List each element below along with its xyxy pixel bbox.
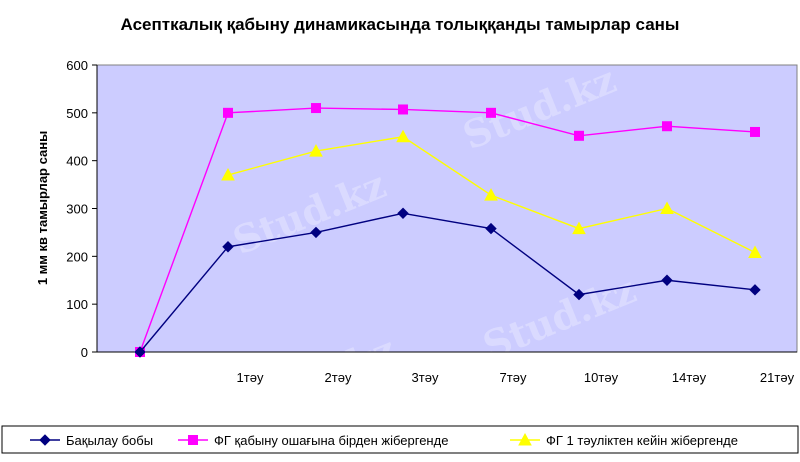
y-tick-label: 400	[66, 154, 88, 169]
data-point	[39, 434, 51, 446]
data-point	[398, 104, 408, 115]
data-point	[134, 346, 146, 358]
data-point	[572, 221, 586, 235]
series	[134, 207, 761, 358]
legend-label: ФГ қабыну ошағына бірден жібергенде	[214, 433, 448, 448]
data-point	[310, 226, 322, 239]
legend-label: Бақылау бобы	[66, 433, 153, 448]
data-point	[309, 144, 323, 157]
x-tick-label: 2тәу	[325, 370, 352, 385]
data-point	[486, 107, 496, 118]
x-tick-label: 3тәу	[412, 370, 439, 385]
data-point	[311, 103, 321, 114]
data-point	[485, 222, 497, 235]
data-point	[396, 129, 410, 143]
series	[221, 129, 762, 259]
data-point	[223, 107, 233, 118]
series-line	[139, 107, 756, 353]
x-tick-label: 7тәу	[500, 370, 527, 385]
x-axis: 1тәу 2тәу 3тәу 7тәу 10тәу 14тәу 21тәу	[97, 351, 797, 385]
y-tick-label: 200	[66, 249, 88, 264]
series-line	[139, 212, 756, 353]
y-axis-label: 1 мм кв тамырлар саны	[35, 131, 50, 285]
data-point	[573, 288, 585, 301]
series-layer	[134, 103, 762, 358]
x-tick-label: 21тәу	[760, 370, 795, 385]
y-tick-label: 0	[81, 345, 88, 360]
data-point	[660, 201, 674, 214]
y-tick-label: 600	[66, 58, 88, 73]
data-point	[574, 130, 584, 141]
data-point	[188, 435, 198, 445]
plot-area	[96, 64, 798, 353]
data-point	[748, 245, 762, 259]
y-tick-label: 100	[66, 297, 88, 312]
data-point	[221, 167, 235, 181]
data-point	[661, 274, 673, 286]
y-tick-label: 300	[66, 202, 88, 217]
data-point	[484, 188, 498, 201]
data-point	[750, 126, 760, 137]
legend: Бақылау бобы ФГ қабыну ошағына бірден жіб…	[30, 432, 738, 448]
data-point	[662, 121, 672, 132]
data-point	[222, 241, 234, 253]
legend-label: ФГ 1 тәуліктен кейін жібергенде	[546, 433, 738, 448]
x-tick-label: 1тәу	[237, 370, 264, 385]
x-tick-label: 10тәу	[584, 370, 619, 385]
x-tick-label: 14тәу	[672, 370, 707, 385]
y-tick-label: 500	[66, 106, 88, 121]
y-axis: 0 100 200 300 400 500 600	[66, 58, 98, 360]
data-point	[397, 207, 409, 219]
data-point	[749, 284, 761, 296]
legend-box	[1, 425, 799, 454]
chart-title: Асепткалық қабыну динамикасында толыққан…	[121, 15, 680, 34]
data-point	[518, 432, 532, 446]
